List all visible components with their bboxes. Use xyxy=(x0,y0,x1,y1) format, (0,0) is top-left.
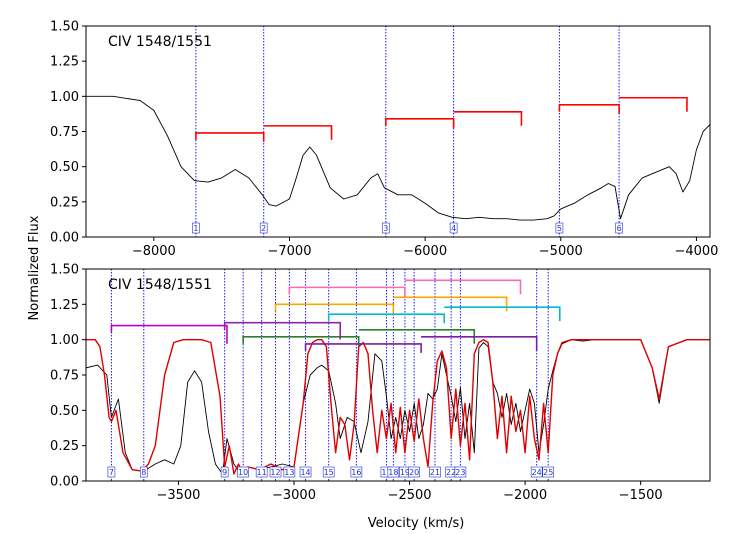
bottom-component-box-18 xyxy=(387,466,400,478)
top-component-label-3: 3 xyxy=(383,224,388,233)
bottom-component-box-8 xyxy=(139,466,148,478)
top-component-label-5: 5 xyxy=(557,224,562,233)
bottom-component-label-21: 21 xyxy=(430,468,440,477)
bottom-plot-area xyxy=(86,269,710,481)
bottom-component-label-12: 12 xyxy=(270,468,280,477)
bottom-doublet-marker-3 xyxy=(242,328,476,346)
top-component-box-2 xyxy=(259,222,268,234)
bottom-ytick-label: 1.25 xyxy=(50,298,79,313)
top-doublet-marker-2 xyxy=(558,96,688,114)
bottom-doublet-marker-5 xyxy=(304,336,538,353)
top-component-box-4 xyxy=(449,222,458,234)
bottom-xtick-label: −3000 xyxy=(272,488,316,503)
bottom-component-label-19: 19 xyxy=(400,468,410,477)
bottom-component-label-25: 25 xyxy=(543,468,553,477)
top-axes-frame xyxy=(85,25,711,238)
top-ytick-label: 0.25 xyxy=(50,195,79,210)
bottom-component-box-24 xyxy=(530,466,543,478)
bottom-series-model xyxy=(86,339,710,475)
bottom-doublet-marker-2 xyxy=(327,306,561,324)
bottom-component-box-16 xyxy=(350,466,363,478)
bottom-ytick-label: 1.50 xyxy=(50,263,79,278)
bottom-xtick-label: −2500 xyxy=(388,488,432,503)
bottom-doublet-marker-1 xyxy=(274,296,508,314)
bottom-component-box-14 xyxy=(299,466,312,478)
top-xtick-label: −7000 xyxy=(267,244,311,259)
bottom-xtick-label: −1500 xyxy=(619,488,663,503)
bottom-component-box-9 xyxy=(220,466,229,478)
top-component-label-1: 1 xyxy=(193,224,198,233)
top-doublet-marker-0 xyxy=(195,125,333,142)
bottom-component-label-9: 9 xyxy=(222,468,227,477)
bottom-component-label-24: 24 xyxy=(532,468,542,477)
top-xtick-label: −5000 xyxy=(539,244,583,259)
top-ytick-label: 0.75 xyxy=(50,125,79,140)
bottom-component-label-17: 17 xyxy=(381,468,391,477)
bottom-component-box-7 xyxy=(107,466,116,478)
bottom-component-box-15 xyxy=(322,466,335,478)
bottom-component-label-7: 7 xyxy=(109,468,114,477)
top-component-label-2: 2 xyxy=(261,224,266,233)
bottom-xtick-label: −3500 xyxy=(156,488,200,503)
bottom-ytick-label: 0.50 xyxy=(50,404,79,419)
panel-top: 1 2 3 4 5 6 −8000 −7000 −6000 −5000 −4000 0.00 0.25 0… xyxy=(50,20,718,260)
top-xtick-label: −4000 xyxy=(674,244,718,259)
bottom-component-label-16: 16 xyxy=(351,468,361,477)
bottom-series-data xyxy=(86,339,710,475)
bottom-component-box-25 xyxy=(542,466,555,478)
bottom-ytick-label: 0.25 xyxy=(50,439,79,454)
top-component-label-4: 4 xyxy=(451,224,456,233)
top-annotation: CIV 1548/1551 xyxy=(108,34,212,50)
bottom-component-label-20: 20 xyxy=(409,468,419,477)
bottom-annotation: CIV 1548/1551 xyxy=(108,277,212,293)
top-component-box-3 xyxy=(381,222,390,234)
bottom-component-box-21 xyxy=(429,466,441,478)
top-ytick-label: 0.50 xyxy=(50,160,79,175)
bottom-ytick-label: 0.75 xyxy=(50,369,79,384)
bottom-component-label-10: 10 xyxy=(238,468,248,477)
top-doublet-marker-1 xyxy=(384,111,523,128)
top-ytick-label: 1.00 xyxy=(50,90,79,105)
bottom-component-box-13 xyxy=(283,466,296,478)
bottom-component-label-8: 8 xyxy=(141,468,146,477)
bottom-component-box-20 xyxy=(408,466,420,478)
bottom-component-label-11: 11 xyxy=(257,468,267,477)
bottom-component-label-14: 14 xyxy=(300,468,310,477)
top-component-box-5 xyxy=(555,222,564,234)
top-ytick-label: 0.00 xyxy=(50,231,79,246)
top-plot-area xyxy=(86,26,710,237)
bottom-component-label-22: 22 xyxy=(446,468,456,477)
bottom-xtick-label: −2000 xyxy=(503,488,547,503)
y-axis-label: Normalized Flux xyxy=(27,215,42,320)
bottom-ytick-label: 1.00 xyxy=(50,333,79,348)
bottom-component-label-23: 23 xyxy=(455,468,465,477)
top-xtick-label: −6000 xyxy=(403,244,447,259)
top-component-box-6 xyxy=(615,222,623,234)
top-ytick-label: 1.50 xyxy=(50,20,79,35)
top-component-box-1 xyxy=(192,222,200,234)
top-ytick-label: 1.25 xyxy=(50,55,79,70)
bottom-component-label-18: 18 xyxy=(388,468,398,477)
bottom-component-box-10 xyxy=(237,466,249,478)
bottom-component-box-23 xyxy=(454,466,467,478)
top-component-label-6: 6 xyxy=(617,224,622,233)
bottom-component-label-15: 15 xyxy=(324,468,334,477)
bottom-ytick-label: 0.00 xyxy=(50,475,79,490)
bottom-doublet-marker-0 xyxy=(288,279,522,297)
top-xtick-label: −8000 xyxy=(132,244,176,259)
top-series-flux xyxy=(86,95,710,221)
bottom-component-box-11 xyxy=(255,466,268,478)
x-axis-label: Velocity (km/s) xyxy=(368,516,465,531)
bottom-component-box-12 xyxy=(269,466,282,478)
bottom-doublet-marker-6 xyxy=(110,324,228,344)
bottom-component-label-13: 13 xyxy=(284,468,294,477)
